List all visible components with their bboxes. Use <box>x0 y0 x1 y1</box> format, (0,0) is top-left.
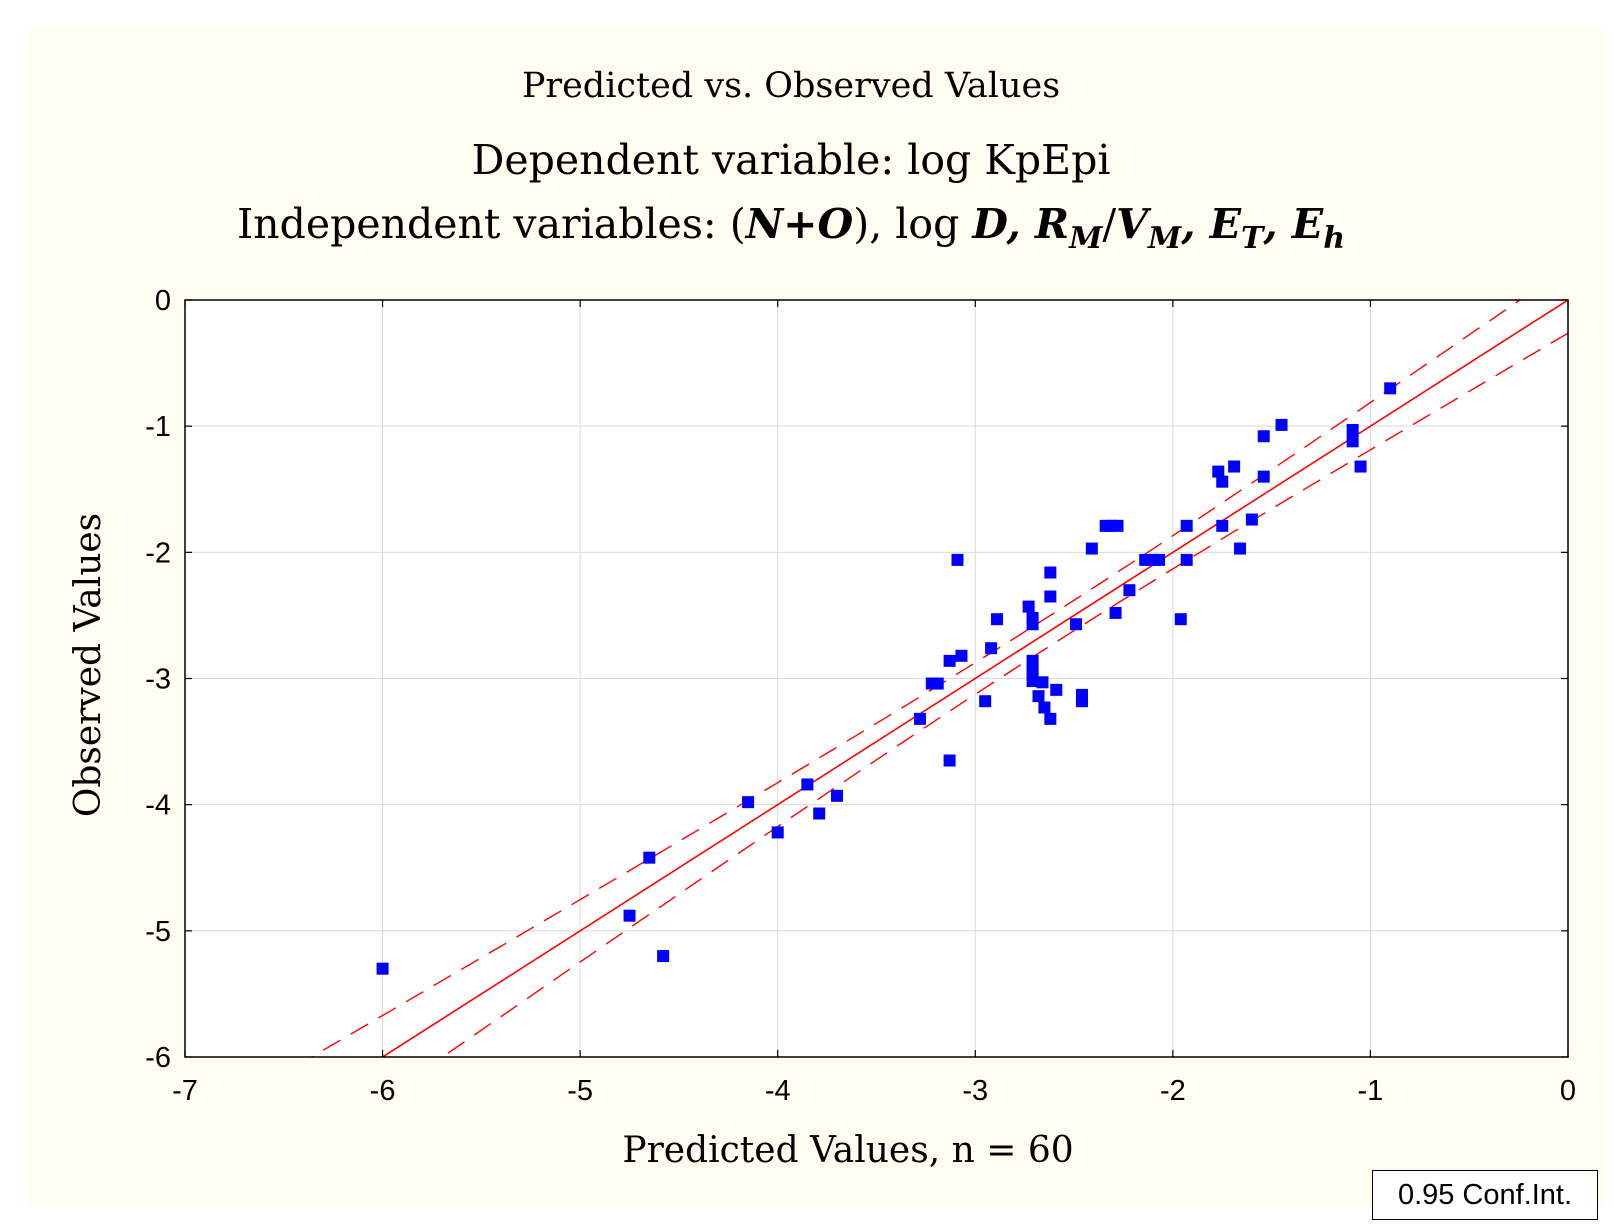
x-tick-label: 0 <box>1560 1075 1576 1107</box>
data-point <box>913 712 926 725</box>
data-point <box>1234 542 1247 555</box>
data-point <box>1180 553 1193 566</box>
y-tick-label: -6 <box>145 1042 171 1074</box>
data-point <box>985 642 998 655</box>
data-point <box>1275 418 1288 431</box>
data-point <box>1044 566 1057 579</box>
data-point <box>1346 423 1359 436</box>
confidence-band-upper <box>310 300 1522 1057</box>
data-point <box>931 677 944 690</box>
y-tick-label: -3 <box>145 664 171 696</box>
data-point <box>991 613 1004 626</box>
y-tick-label: -1 <box>145 411 171 443</box>
legend-conf-int: 0.95 Conf.Int. <box>1372 1170 1598 1220</box>
regression-line <box>381 300 1568 1057</box>
x-tick-label: -2 <box>1160 1075 1186 1107</box>
data-point <box>1354 460 1367 473</box>
data-point <box>1026 675 1039 688</box>
data-point <box>1085 542 1098 555</box>
data-point <box>1257 470 1270 483</box>
chart-subtitle-dependent: Dependent variable: log KpEpi <box>472 136 1111 184</box>
data-point <box>943 754 956 767</box>
data-point <box>1111 519 1124 532</box>
data-point <box>1109 606 1122 619</box>
data-point <box>1212 465 1225 478</box>
data-point <box>1044 712 1057 725</box>
data-point <box>1044 590 1057 603</box>
data-point <box>657 950 670 963</box>
data-point <box>1384 382 1397 395</box>
data-point <box>376 962 389 975</box>
confidence-band-lower <box>441 332 1568 1057</box>
data-point <box>830 789 843 802</box>
data-point <box>1050 683 1063 696</box>
data-point <box>1245 513 1258 526</box>
x-tick-label: -7 <box>172 1075 198 1107</box>
data-point <box>951 553 964 566</box>
y-tick-label: -2 <box>145 537 171 569</box>
data-point <box>801 778 814 791</box>
x-tick-label: -3 <box>962 1075 988 1107</box>
data-point <box>1038 701 1051 714</box>
x-tick-label: -1 <box>1358 1075 1384 1107</box>
axis-ticks: -7 -6 -5 -4 -3 -2 -1 00-1-2-3-4-5-6 <box>145 285 1576 1107</box>
data-point <box>1346 435 1359 448</box>
y-tick-label: 0 <box>155 285 171 317</box>
data-point <box>943 654 956 667</box>
x-tick-label: -5 <box>567 1075 593 1107</box>
data-point <box>1036 676 1049 689</box>
data-point <box>623 909 636 922</box>
data-point <box>1022 600 1035 613</box>
data-point <box>1174 613 1187 626</box>
x-tick-label: -6 <box>370 1075 396 1107</box>
y-tick-label: -5 <box>145 916 171 948</box>
data-point <box>955 649 968 662</box>
data-point <box>1026 618 1039 631</box>
data-point <box>1075 695 1088 708</box>
data-point <box>1070 618 1083 631</box>
data-point <box>1216 519 1229 532</box>
x-axis-label: Predicted Values, n = 60 <box>622 1130 1073 1171</box>
data-points <box>376 382 1397 975</box>
data-point <box>1216 475 1229 488</box>
data-point <box>1180 519 1193 532</box>
x-tick-label: -4 <box>765 1075 791 1107</box>
data-point <box>813 807 826 820</box>
y-tick-label: -4 <box>145 790 171 822</box>
chart-subtitle-independent: Independent variables: (N+O), log D, RM/… <box>237 200 1345 256</box>
data-point <box>1032 690 1045 703</box>
y-axis-label: Observed Values <box>68 513 109 817</box>
regression-line-group <box>381 300 1568 1057</box>
confidence-band <box>310 300 1568 1057</box>
data-point <box>1257 430 1270 443</box>
data-point <box>643 851 656 864</box>
data-point <box>742 796 755 809</box>
data-point <box>1228 460 1241 473</box>
data-point <box>771 826 784 839</box>
chart-title: Predicted vs. Observed Values <box>522 66 1060 106</box>
data-point <box>979 695 992 708</box>
data-point <box>1153 553 1166 566</box>
data-point <box>1123 584 1136 597</box>
